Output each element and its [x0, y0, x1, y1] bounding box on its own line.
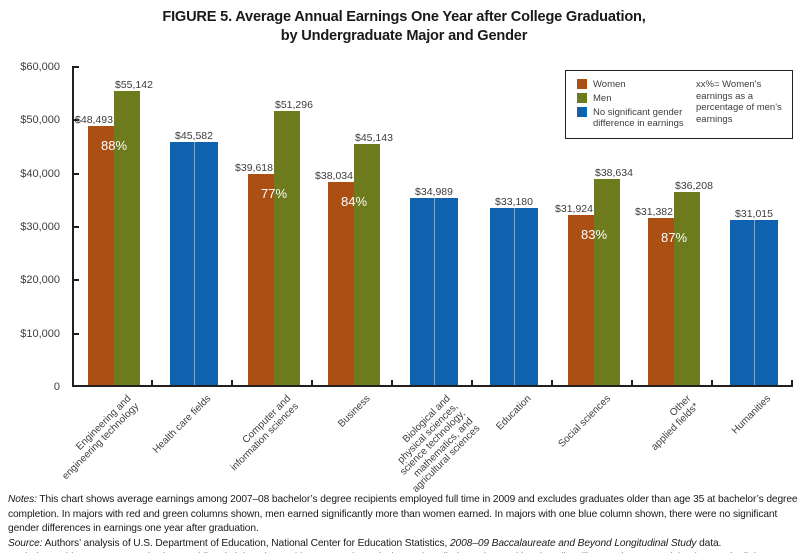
- x-category-label: Social sciences: [556, 393, 614, 450]
- value-label: $34,989: [415, 186, 453, 199]
- notes-text: Notes: This chart shows average earnings…: [8, 494, 798, 535]
- y-tick-label: $60,000: [20, 61, 60, 73]
- bar-no-gender-difference: [730, 219, 778, 385]
- y-tick: [72, 332, 79, 335]
- plot-area: $48,493 $55,142 88% $45,582 $39,618 $51,296 77…: [72, 67, 792, 387]
- y-tick-label: $10,000: [20, 327, 60, 340]
- women-value-label: $38,034: [315, 170, 353, 183]
- figure-title-line-1: FIGURE 5. Average Annual Earnings One Ye…: [162, 9, 646, 25]
- earnings-percentage-label: 77%: [260, 185, 288, 201]
- y-tick-label: 0: [53, 381, 60, 393]
- women-value-label: $39,618: [235, 161, 273, 174]
- bar-women: [88, 126, 114, 385]
- men-value-label: $45,143: [355, 132, 393, 145]
- legend: Women Men No significant gender difference…: [565, 70, 793, 139]
- x-tick: [231, 380, 233, 387]
- bar-women: [328, 182, 354, 385]
- bar-women: [248, 173, 274, 385]
- x-tick: [791, 380, 793, 387]
- legend-note: xx%= Women's earnings as a percentage of…: [696, 79, 782, 125]
- x-category-label: Other applied fields*: [648, 393, 701, 453]
- women-swatch: [577, 79, 587, 89]
- x-tick: [471, 380, 473, 387]
- men-value-label: $55,142: [115, 78, 153, 91]
- x-tick: [711, 380, 713, 387]
- bar-divider: [754, 219, 755, 385]
- men-swatch: [577, 93, 587, 103]
- bar-men: [354, 144, 380, 385]
- value-label: $45,582: [175, 129, 213, 142]
- legend-item-label: No significant gender difference in earn…: [593, 107, 684, 129]
- legend-item-label: Women: [593, 79, 626, 90]
- women-value-label: $31,382: [635, 205, 673, 218]
- footnotes: Notes: This chart shows average earnings…: [8, 493, 802, 553]
- x-category-label: Biological and physical sciences, scienc…: [395, 393, 483, 495]
- earnings-percentage-label: 83%: [580, 226, 608, 242]
- x-category-label: Education: [493, 393, 534, 433]
- earnings-percentage-label: 88%: [100, 138, 128, 154]
- source-text: Source: Authors’ analysis of U.S. Depart…: [8, 537, 722, 549]
- y-tick-label: $30,000: [20, 221, 60, 233]
- bar-divider: [514, 208, 515, 385]
- x-category-label: Humanities: [729, 393, 774, 437]
- no_difference-swatch: [577, 107, 587, 117]
- men-value-label: $51,296: [275, 99, 313, 112]
- y-tick: [72, 172, 79, 175]
- x-tick: [151, 380, 153, 387]
- legend-item: No significant gender difference in earn…: [577, 107, 684, 129]
- bar-men: [594, 178, 620, 385]
- legend-item: Women: [577, 79, 684, 90]
- x-tick: [391, 380, 393, 387]
- y-tick-label: $40,000: [20, 167, 60, 180]
- y-tick: [72, 119, 79, 122]
- bar-men: [674, 191, 700, 385]
- women-value-label: $48,493: [75, 114, 113, 127]
- x-category-label: Business: [336, 393, 374, 430]
- x-category-label: Health care fields: [150, 393, 214, 456]
- bar-men: [114, 90, 140, 385]
- legend-item: Men: [577, 93, 684, 104]
- men-value-label: $38,634: [595, 166, 633, 179]
- bar-no-gender-difference: [410, 198, 458, 385]
- women-value-label: $31,924: [555, 202, 593, 215]
- legend-items: Women Men No significant gender difference…: [577, 79, 684, 132]
- bar-divider: [194, 141, 195, 385]
- bar-women: [648, 217, 674, 385]
- figure-title-line-2: by Undergraduate Major and Gender: [280, 28, 528, 44]
- y-tick: [72, 279, 79, 282]
- value-label: $33,180: [495, 196, 533, 209]
- y-tick-label: $50,000: [20, 114, 60, 127]
- bar-no-gender-difference: [170, 141, 218, 385]
- x-category-label: Engineering and engineering technology: [59, 393, 141, 482]
- bar-women: [568, 214, 594, 385]
- y-tick: [72, 66, 79, 68]
- men-value-label: $36,208: [675, 179, 713, 192]
- bar-divider: [434, 198, 435, 385]
- y-tick: [72, 226, 79, 228]
- x-category-label: Computer and information sciences: [228, 393, 301, 473]
- bar-no-gender-difference: [490, 208, 538, 385]
- legend-item-label: Men: [593, 93, 612, 104]
- figure-title: FIGURE 5. Average Annual Earnings One Ye…: [0, 8, 808, 46]
- x-tick: [551, 380, 553, 387]
- earnings-percentage-label: 84%: [340, 194, 368, 210]
- value-label: $31,015: [735, 207, 773, 220]
- bar-men: [274, 111, 300, 385]
- x-tick: [631, 380, 633, 387]
- earnings-percentage-label: 87%: [660, 229, 688, 245]
- x-tick: [311, 380, 313, 387]
- y-tick-label: $20,000: [20, 274, 60, 287]
